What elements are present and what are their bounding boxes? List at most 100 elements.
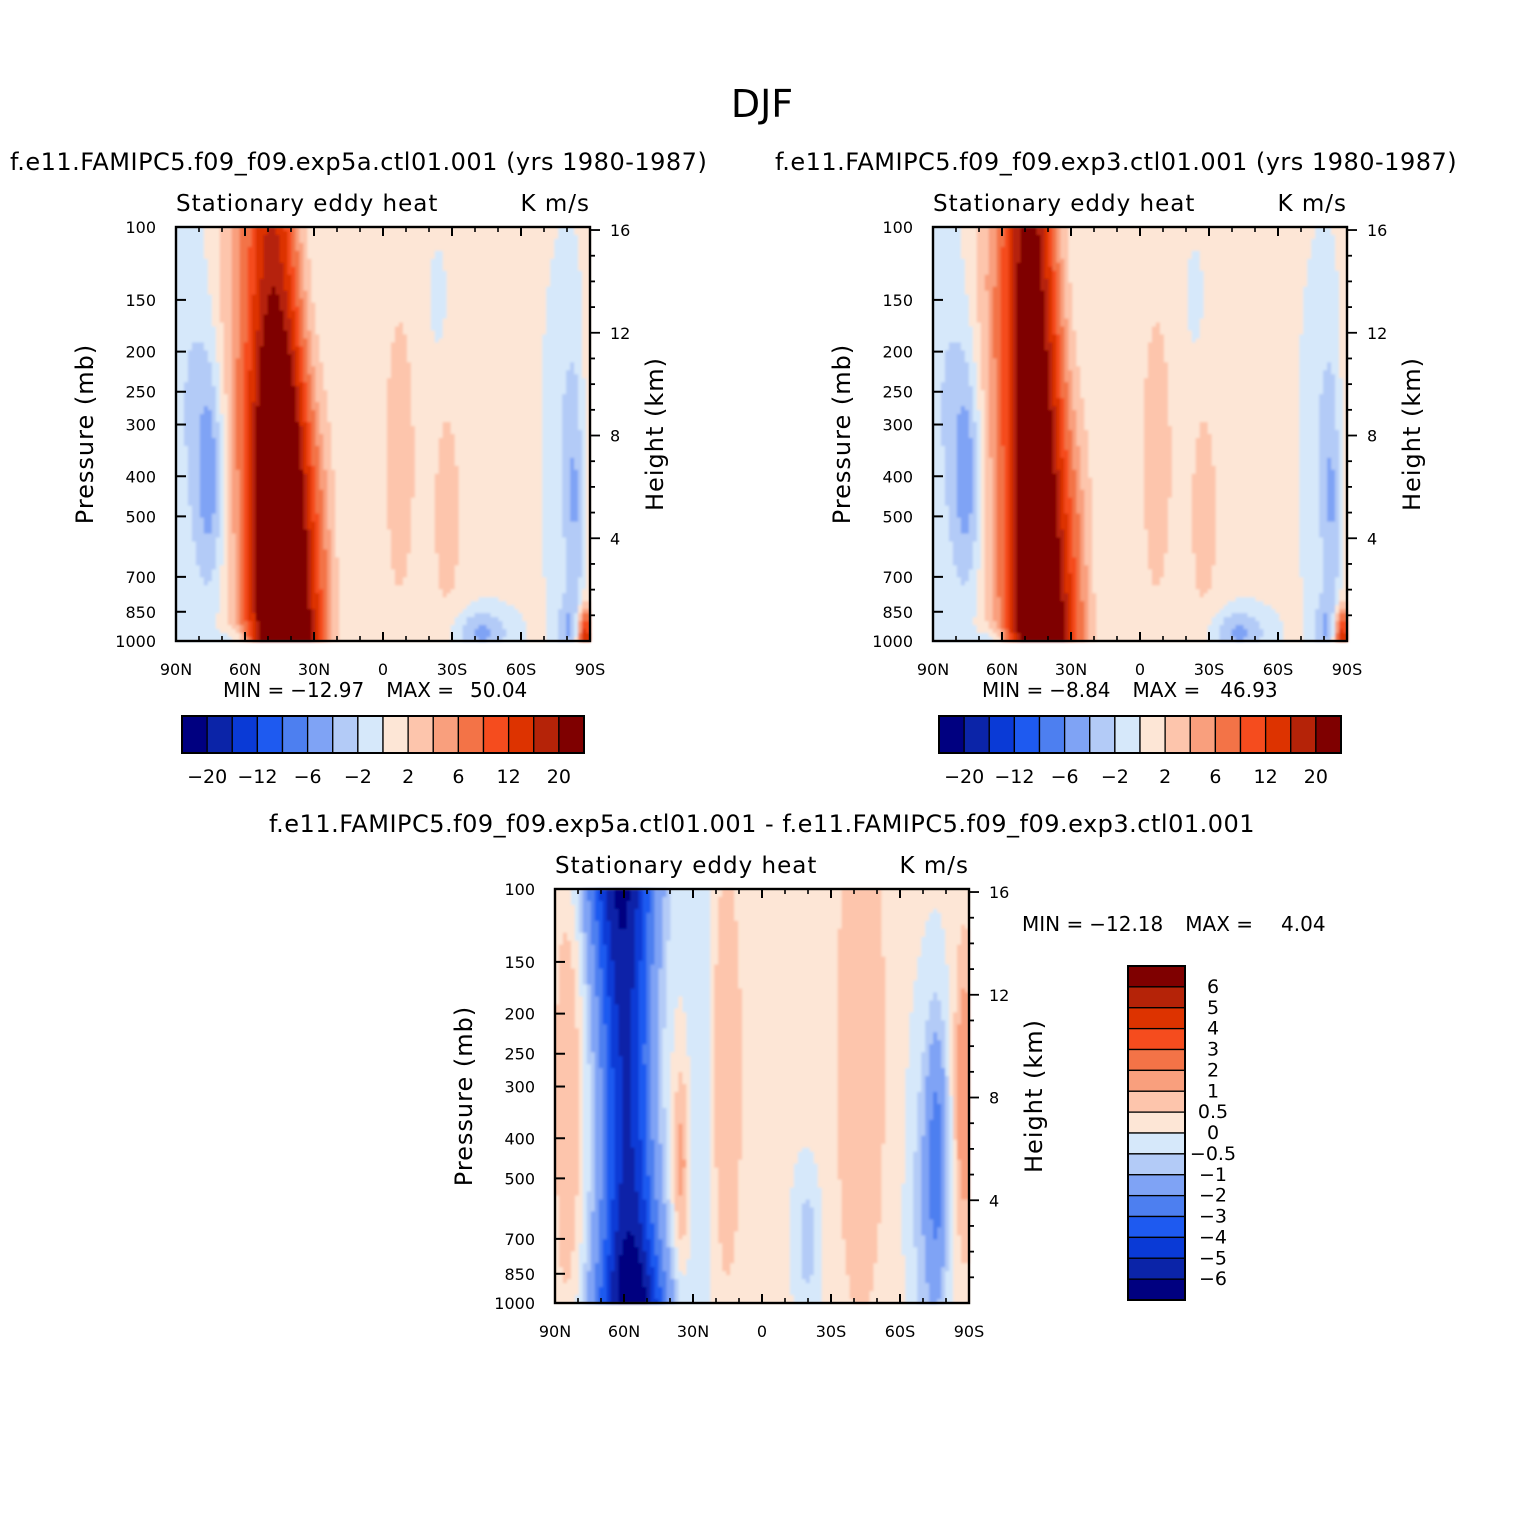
contour-cell [964,274,978,280]
contour-cell [996,422,1002,427]
contour-cell [933,609,978,614]
contour-cell [984,505,994,511]
contour-cell [1299,342,1340,348]
contour-cell [1147,553,1165,558]
contour-cell [219,234,233,240]
contour-cell [430,282,448,288]
contour-cell [1004,242,1010,248]
contour-cell [223,509,229,515]
contour-cell [307,437,312,443]
contour-cell [546,621,559,626]
contour-cell [1012,274,1018,280]
contour-cell [1335,234,1348,240]
contour-cell [219,489,225,495]
contour-cell [996,489,1006,495]
contour-cell [331,637,340,642]
contour-cell [247,625,253,630]
contour-cell [315,621,320,626]
contour-cell [1215,533,1300,539]
contour-cell [299,453,304,459]
contour-cell [988,330,994,336]
contour-cell [176,533,193,539]
contour-cell [1096,601,1229,606]
contour-cell [299,437,304,443]
colorbar-frame [181,715,585,754]
contour-cell [176,537,193,543]
contour-cell [1056,434,1061,439]
contour-cell [1167,501,1193,507]
contour-cell [1004,601,1010,606]
contour-cell [239,589,245,594]
contour-cell [933,298,970,304]
contour-cell [1163,561,1197,566]
contour-cell [327,605,332,610]
contour-cell [1064,374,1073,379]
y-tick-label: 200 [125,343,156,362]
contour-cell [582,302,591,308]
contour-cell [1000,410,1010,415]
contour-cell [331,465,388,471]
contour-cell [176,621,217,626]
contour-cell [1060,521,1069,527]
contour-cell [315,625,320,630]
contour-cell [1060,358,1065,363]
contour-cell [1303,314,1340,320]
contour-cell [410,533,436,539]
contour-cell [1060,437,1065,443]
contour-cell [215,625,233,630]
contour-cell [996,426,1002,431]
contour-cell [1303,306,1340,312]
contour-cell [263,326,285,332]
contour-cell [231,501,241,507]
contour-cell [247,434,253,439]
contour-cell [1052,469,1061,475]
contour-cell [1016,581,1061,586]
contour-cell [582,509,587,515]
contour-cell [1012,573,1018,578]
contour-cell [295,230,300,236]
contour-cell [295,398,300,403]
contour-cell [1008,426,1014,431]
contour-cell [1064,310,1073,316]
contour-cell [438,338,543,344]
contour-cell [980,557,986,562]
contour-cell [1060,322,1069,328]
contour-cell [235,581,241,586]
contour-cell [219,465,225,471]
contour-cell [219,445,225,451]
contour-cell [490,629,507,634]
contour-cell [522,617,547,622]
contour-cell [1147,545,1169,551]
contour-cell [299,238,308,244]
contour-cell [243,557,249,562]
contour-cell [1143,501,1169,507]
contour-cell [1012,533,1018,539]
contour-cell [944,354,966,359]
contour-cell [319,402,328,407]
contour-cell [582,557,587,562]
contour-cell [574,465,583,471]
colorbar-box [206,715,233,754]
contour-cell [1335,497,1340,503]
contour-cell [1335,410,1344,415]
contour-cell [303,445,308,451]
contour-cell [996,585,1006,590]
contour-cell [295,278,300,284]
contour-cell [1008,569,1014,574]
contour-cell [430,306,448,312]
contour-cell [1000,290,1010,296]
contour-cell [442,330,547,336]
contour-cell [219,370,225,375]
contour-cell [327,398,388,403]
contour-cell [578,613,583,618]
contour-cell [239,633,245,638]
contour-cell [291,262,300,268]
contour-cell [1191,330,1201,336]
contour-cell [239,525,245,531]
contour-cell [996,477,1006,483]
contour-cell [315,374,324,379]
contour-cell [956,481,974,487]
contour-cell [562,477,571,483]
contour-cell [247,422,253,427]
contour-cell [239,250,249,256]
